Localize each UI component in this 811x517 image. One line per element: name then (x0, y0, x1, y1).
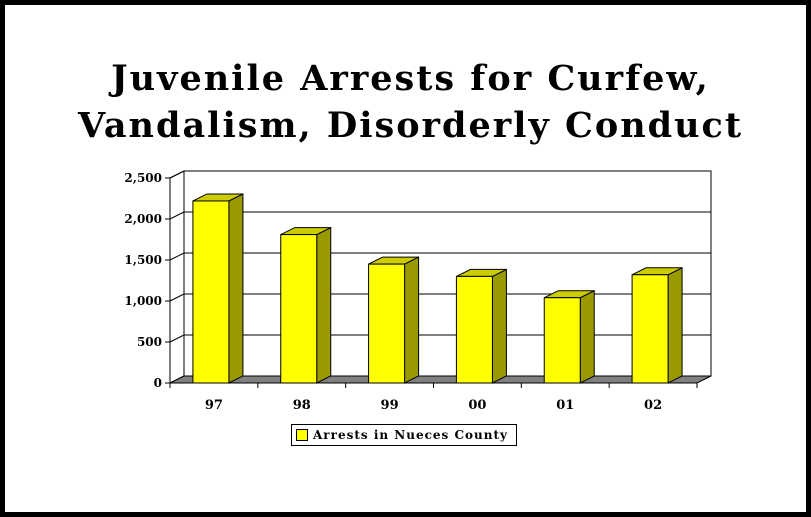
legend-swatch (296, 429, 308, 441)
gridline-side (169, 334, 185, 343)
x-tick-label: 97 (205, 398, 223, 413)
y-tick-label: 1,500 (124, 253, 162, 267)
bar-side (228, 193, 244, 384)
bar (543, 297, 581, 384)
x-tick-label: 98 (293, 398, 311, 413)
x-tick-label: 01 (556, 398, 574, 413)
bar (455, 275, 493, 384)
chart-title-line-2: Vandalism, Disorderly Conduct (77, 105, 744, 146)
chart-floor (169, 375, 712, 384)
x-tick-label: 02 (644, 398, 662, 413)
side-wall (169, 170, 185, 384)
chart-legend: Arrests in Nueces County (291, 424, 518, 446)
gridline-side (169, 252, 185, 261)
chart-title: Juvenile Arrests for Curfew, Vandalism, … (5, 55, 811, 149)
chart-title-line-1: Juvenile Arrests for Curfew, (111, 58, 710, 99)
y-tick-label: 1,000 (124, 294, 162, 308)
bar (192, 200, 230, 384)
legend-label: Arrests in Nueces County (313, 428, 509, 442)
bar-side (579, 289, 595, 384)
bar-side (316, 226, 332, 384)
gridline-side (169, 170, 185, 179)
bar-side (491, 268, 507, 384)
x-tick-label: 00 (468, 398, 486, 413)
gridline-side (169, 211, 185, 220)
bar (368, 263, 406, 384)
gridline-side (169, 293, 185, 302)
x-tick-label: 99 (381, 398, 399, 413)
y-tick-label: 2,500 (124, 171, 162, 185)
y-tick-label: 0 (154, 376, 162, 390)
bar-side (667, 266, 683, 384)
bar (280, 234, 318, 384)
y-tick-label: 2,000 (124, 212, 162, 226)
bar (631, 274, 669, 384)
y-tick-label: 500 (137, 335, 162, 349)
bar-side (404, 256, 420, 384)
